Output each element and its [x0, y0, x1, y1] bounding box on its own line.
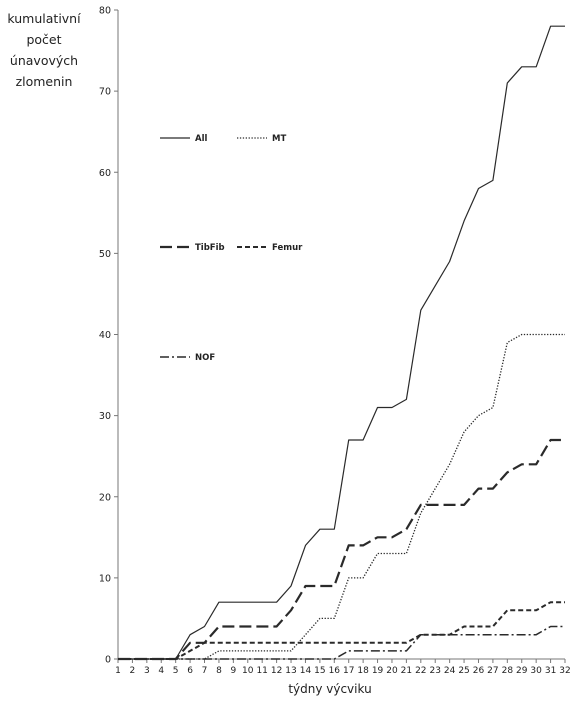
- x-tick-label: 2: [130, 666, 136, 676]
- legend-label-mt: MT: [272, 134, 286, 144]
- x-tick-label: 32: [559, 666, 570, 676]
- x-tick-label: 14: [300, 666, 312, 676]
- y-tick-label: 50: [99, 249, 111, 260]
- y-axis-label-line: počet: [26, 32, 62, 47]
- y-tick-label: 40: [99, 330, 111, 341]
- series-line-all: [118, 25, 565, 660]
- x-tick-label: 28: [502, 666, 514, 676]
- x-tick-label: 29: [516, 666, 528, 676]
- x-tick-label: 8: [216, 666, 222, 676]
- x-tick-label: 16: [329, 666, 341, 676]
- series-line-nof: [118, 625, 565, 660]
- x-tick-label: 22: [415, 666, 426, 676]
- legend-label-nof: NOF: [195, 353, 215, 363]
- y-tick-label: 10: [99, 573, 111, 584]
- x-axis-label: týdny výcviku: [288, 682, 372, 696]
- y-tick-label: 0: [105, 655, 111, 666]
- x-tick-label: 11: [256, 666, 267, 676]
- y-tick-label: 80: [99, 6, 111, 17]
- y-axis-label-line: zlomenin: [15, 74, 73, 89]
- series-line-femur: [118, 601, 565, 660]
- x-tick-label: 17: [343, 666, 354, 676]
- x-tick-label: 10: [242, 666, 254, 676]
- series-line-mt: [118, 333, 565, 660]
- y-tick-label: 30: [99, 411, 111, 422]
- legend-label-femur: Femur: [272, 243, 303, 253]
- x-tick-label: 4: [158, 666, 164, 676]
- legend-label-tibfib: TibFib: [195, 243, 225, 253]
- series-line-tibfib: [118, 438, 565, 661]
- y-tick-label: 60: [99, 168, 111, 179]
- x-tick-label: 15: [314, 666, 325, 676]
- x-tick-label: 23: [429, 666, 440, 676]
- x-tick-label: 5: [173, 666, 179, 676]
- x-tick-label: 13: [285, 666, 296, 676]
- y-tick-label: 20: [99, 492, 111, 503]
- x-tick-label: 21: [401, 666, 412, 676]
- x-tick-label: 19: [372, 666, 384, 676]
- x-tick-label: 3: [144, 666, 150, 676]
- x-tick-label: 24: [444, 666, 456, 676]
- x-tick-label: 12: [271, 666, 282, 676]
- x-tick-label: 25: [458, 666, 469, 676]
- x-tick-label: 1: [115, 666, 121, 676]
- x-tick-label: 20: [386, 666, 398, 676]
- x-tick-label: 7: [202, 666, 208, 676]
- x-tick-label: 9: [230, 666, 236, 676]
- legend-label-all: All: [195, 134, 207, 144]
- x-tick-label: 6: [187, 666, 193, 676]
- x-tick-label: 31: [545, 666, 556, 676]
- x-tick-label: 30: [530, 666, 542, 676]
- x-tick-label: 27: [487, 666, 498, 676]
- y-axis-label-line: únavových: [9, 53, 79, 68]
- y-tick-label: 70: [99, 87, 111, 98]
- y-axis-label-line: kumulativní: [7, 11, 81, 26]
- x-tick-label: 18: [357, 666, 369, 676]
- x-tick-label: 26: [473, 666, 485, 676]
- y-axis-label: kumulativní počet únavových zlomenin: [0, 8, 88, 92]
